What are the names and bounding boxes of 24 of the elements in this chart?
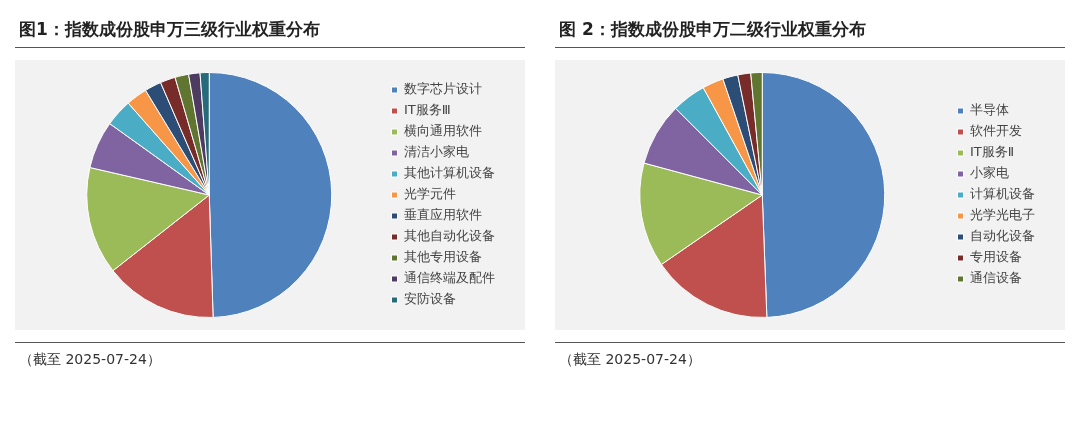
legend-label: 通信设备: [970, 270, 1022, 286]
chart-title: 图 2：指数成份股申万二级行业权重分布: [555, 0, 1065, 48]
legend-label: 软件开发: [970, 123, 1022, 139]
legend-label: 光学光电子: [970, 207, 1035, 223]
legend-label: IT服务Ⅱ: [970, 144, 1015, 160]
legend-label: 横向通用软件: [404, 123, 482, 139]
legend-label: 通信终端及配件: [404, 270, 495, 286]
legend-label: 计算机设备: [970, 186, 1035, 202]
legend-label: 其他专用设备: [404, 249, 482, 265]
text: （截至 2025-07-24）: [15, 342, 525, 377]
legend-label: 垂直应用软件: [404, 207, 482, 223]
chart-title: 图1：指数成份股申万三级行业权重分布: [15, 0, 525, 48]
legend-label: 其他自动化设备: [404, 228, 495, 244]
legend-label: IT服务Ⅲ: [404, 102, 451, 118]
legend-label: 其他计算机设备: [404, 165, 495, 181]
text: （截至 2025-07-24）: [555, 342, 1065, 377]
legend-label: 数字芯片设计: [404, 81, 482, 97]
legend-label: 小家电: [970, 165, 1009, 181]
legend-label: 光学元件: [404, 186, 456, 202]
legend-label: 专用设备: [970, 249, 1022, 265]
legend-label: 半导体: [970, 102, 1009, 118]
legend-label: 清洁小家电: [404, 144, 469, 160]
legend-label: 自动化设备: [970, 228, 1035, 244]
legend-label: 安防设备: [404, 291, 456, 307]
